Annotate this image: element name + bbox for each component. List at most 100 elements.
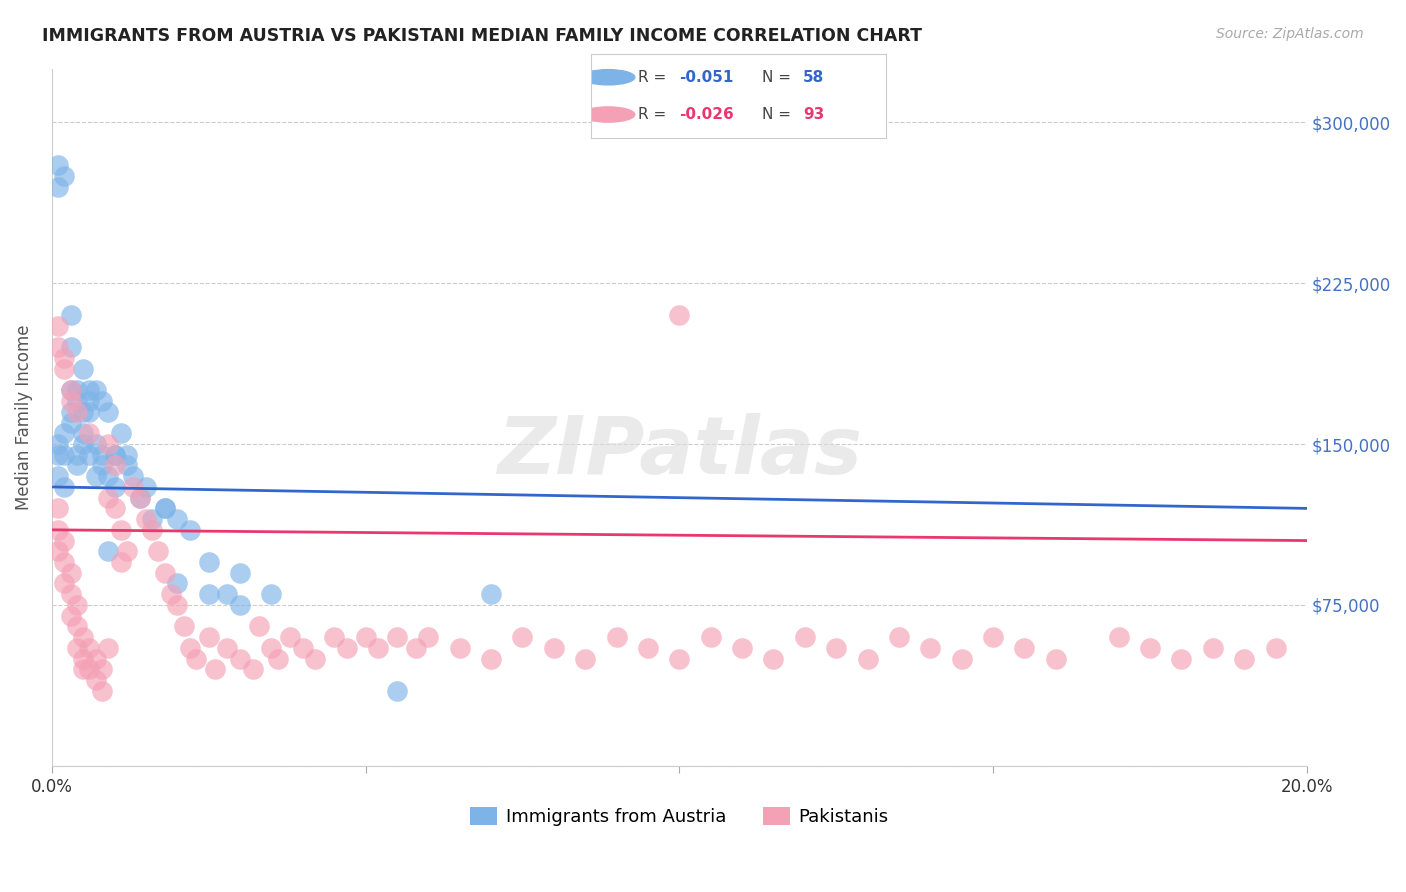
Point — [762, 651, 785, 665]
Point — [449, 640, 471, 655]
Point — [46, 318, 69, 333]
Point — [97, 640, 120, 655]
Point — [79, 448, 101, 462]
Y-axis label: Median Family Income: Median Family Income — [15, 325, 32, 510]
Point — [66, 619, 89, 633]
Point — [229, 566, 252, 580]
Point — [229, 598, 252, 612]
Point — [110, 555, 132, 569]
Point — [53, 426, 76, 441]
Point — [53, 576, 76, 591]
Point — [103, 501, 125, 516]
Point — [141, 512, 163, 526]
Point — [46, 544, 69, 558]
Text: N =: N = — [762, 107, 796, 122]
Point — [153, 501, 176, 516]
Point — [53, 448, 76, 462]
Point — [59, 308, 82, 322]
Point — [1014, 640, 1036, 655]
Point — [53, 555, 76, 569]
Point — [59, 587, 82, 601]
Point — [291, 640, 314, 655]
Point — [197, 587, 219, 601]
Point — [79, 662, 101, 676]
Point — [981, 630, 1004, 644]
Point — [153, 566, 176, 580]
Point — [1264, 640, 1286, 655]
Point — [66, 598, 89, 612]
Point — [1108, 630, 1130, 644]
Point — [115, 448, 138, 462]
Point — [46, 501, 69, 516]
Point — [66, 394, 89, 409]
Point — [79, 394, 101, 409]
Text: 58: 58 — [803, 70, 824, 85]
Point — [46, 523, 69, 537]
Point — [141, 523, 163, 537]
Point — [59, 416, 82, 430]
Legend: Immigrants from Austria, Pakistanis: Immigrants from Austria, Pakistanis — [463, 800, 896, 833]
Point — [84, 384, 107, 398]
Point — [385, 683, 408, 698]
Point — [59, 566, 82, 580]
Point — [856, 651, 879, 665]
Point — [46, 448, 69, 462]
Point — [103, 480, 125, 494]
Point — [166, 576, 188, 591]
Point — [1202, 640, 1225, 655]
Point — [97, 544, 120, 558]
Point — [72, 651, 94, 665]
Point — [72, 426, 94, 441]
Point — [1045, 651, 1067, 665]
Point — [385, 630, 408, 644]
Point — [217, 640, 239, 655]
Point — [84, 651, 107, 665]
Point — [304, 651, 326, 665]
Point — [217, 587, 239, 601]
Point — [128, 491, 150, 505]
Point — [793, 630, 815, 644]
Point — [184, 651, 207, 665]
Point — [197, 630, 219, 644]
Point — [66, 640, 89, 655]
Point — [278, 630, 301, 644]
Point — [66, 458, 89, 473]
Point — [79, 405, 101, 419]
Point — [110, 523, 132, 537]
Point — [59, 394, 82, 409]
Point — [79, 384, 101, 398]
Point — [1139, 640, 1161, 655]
Point — [97, 469, 120, 483]
Text: ZIPatlas: ZIPatlas — [496, 413, 862, 491]
Point — [323, 630, 346, 644]
Point — [122, 480, 145, 494]
Point — [887, 630, 910, 644]
Point — [166, 598, 188, 612]
Point — [46, 341, 69, 355]
Point — [84, 437, 107, 451]
Point — [79, 640, 101, 655]
Point — [1233, 651, 1256, 665]
Point — [260, 587, 283, 601]
Text: -0.051: -0.051 — [679, 70, 734, 85]
Text: IMMIGRANTS FROM AUSTRIA VS PAKISTANI MEDIAN FAMILY INCOME CORRELATION CHART: IMMIGRANTS FROM AUSTRIA VS PAKISTANI MED… — [42, 27, 922, 45]
Point — [731, 640, 754, 655]
Point — [920, 640, 942, 655]
Point — [46, 158, 69, 172]
Point — [97, 437, 120, 451]
Point — [91, 662, 114, 676]
Circle shape — [582, 70, 636, 85]
Point — [543, 640, 565, 655]
Point — [197, 555, 219, 569]
Text: 93: 93 — [803, 107, 824, 122]
Circle shape — [582, 107, 636, 122]
Point — [668, 651, 690, 665]
Point — [66, 405, 89, 419]
Point — [53, 480, 76, 494]
Point — [668, 308, 690, 322]
Point — [91, 448, 114, 462]
Text: R =: R = — [638, 107, 671, 122]
Point — [606, 630, 628, 644]
Point — [91, 458, 114, 473]
Point — [46, 469, 69, 483]
